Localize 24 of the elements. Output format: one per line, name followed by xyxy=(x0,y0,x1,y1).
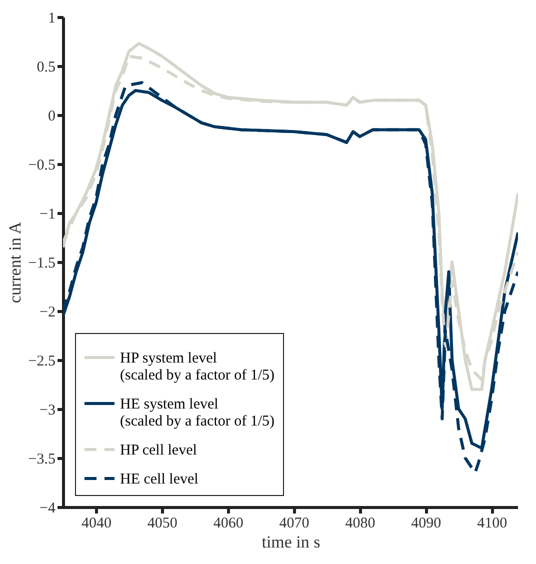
y-tick-label: −2 xyxy=(40,304,56,320)
legend-label: HP system level (scaled by a factor of 1/5) xyxy=(120,350,275,384)
x-tick-label: 4070 xyxy=(279,516,310,532)
y-axis-title: current in A xyxy=(5,221,24,304)
y-tick-label: −3.5 xyxy=(28,452,56,468)
x-tick-label: 4060 xyxy=(213,516,244,532)
y-tick-label: −1 xyxy=(40,206,56,222)
x-tick-label: 4040 xyxy=(81,516,112,532)
legend-label: HP cell level xyxy=(120,442,197,458)
y-tick-label: 0.5 xyxy=(36,60,56,76)
y-tick-label: −2.5 xyxy=(28,354,56,370)
x-tick-label: 4080 xyxy=(345,516,376,532)
y-tick-label: −3 xyxy=(40,402,56,418)
x-tick-label: 4090 xyxy=(411,516,442,532)
legend-label: HE system level (scaled by a factor of 1/5) xyxy=(120,396,275,430)
y-tick-label: −4 xyxy=(40,500,56,516)
y-tick-label: 1 xyxy=(48,10,56,26)
x-tick-label: 4050 xyxy=(147,516,178,532)
x-axis-title: time in s xyxy=(262,532,320,552)
legend-label: HE cell level xyxy=(120,472,198,488)
y-tick-label: −0.5 xyxy=(28,158,56,174)
y-tick-label: −1.5 xyxy=(28,256,56,272)
x-tick-label: 4100 xyxy=(477,516,508,532)
y-tick-label: 0 xyxy=(48,108,56,124)
